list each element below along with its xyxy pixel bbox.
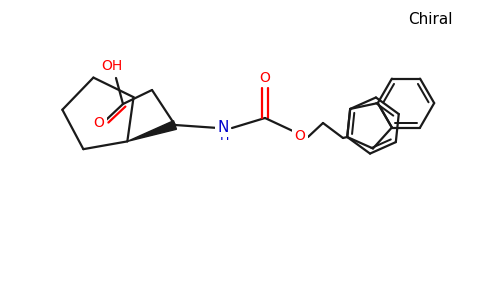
Text: Chiral: Chiral <box>408 13 452 28</box>
Polygon shape <box>127 121 177 141</box>
Text: O: O <box>93 116 105 130</box>
Text: N: N <box>217 119 228 134</box>
Text: OH: OH <box>101 59 122 73</box>
Text: O: O <box>295 129 305 143</box>
Text: O: O <box>259 71 271 85</box>
Text: H: H <box>219 130 228 143</box>
